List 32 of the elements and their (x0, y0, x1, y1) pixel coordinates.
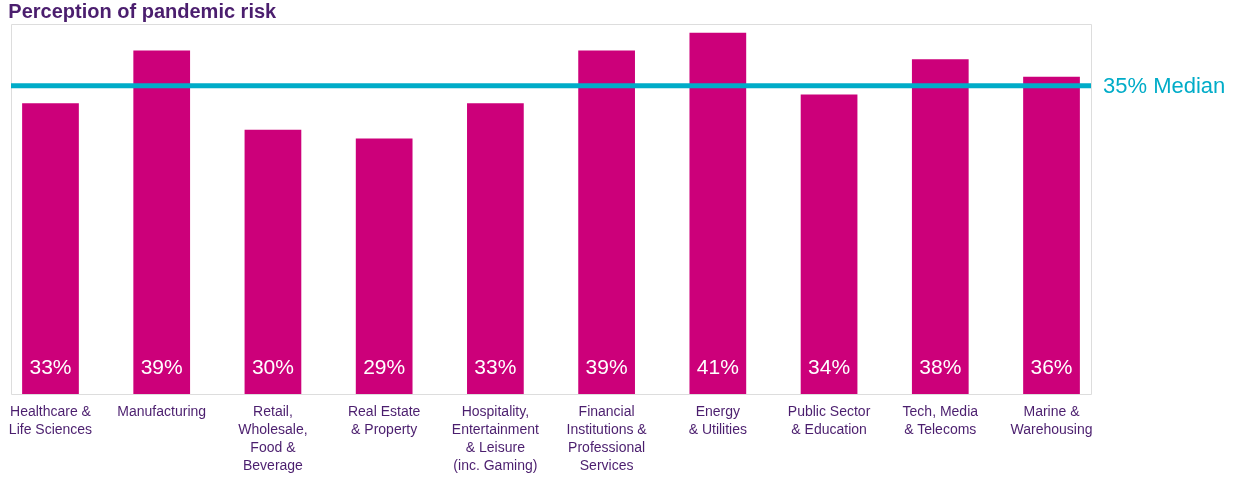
chart-title: Perception of pandemic risk (8, 0, 278, 22)
data-label: 33% (474, 355, 517, 378)
bar (689, 32, 747, 394)
bar (244, 129, 302, 394)
data-label: 29% (363, 355, 406, 378)
bar (467, 103, 524, 394)
data-label: 41% (696, 355, 739, 378)
bar (22, 103, 79, 394)
bar (911, 59, 969, 394)
ref-line-label: 35% Median (1103, 72, 1226, 98)
bar (133, 50, 191, 394)
x-tick-label: Real Estate & Property (347, 402, 421, 437)
x-tick-label: Healthcare & Life Sciences (8, 402, 93, 437)
x-tick-label: Financial Institutions & Professional Services (566, 402, 648, 473)
data-label: 39% (140, 355, 183, 378)
x-tick-label: Marine & Warehousing (1010, 402, 1093, 437)
data-label: 36% (1030, 355, 1073, 378)
data-label: 34% (808, 355, 851, 378)
data-label: 30% (251, 355, 294, 378)
data-label: 38% (919, 355, 962, 378)
data-label: 39% (585, 355, 628, 378)
bar (800, 94, 858, 394)
x-tick-label: Energy & Utilities (688, 402, 748, 437)
x-tick-label: Tech, Media & Telecoms (902, 402, 979, 437)
data-label: 33% (29, 355, 72, 378)
bar (1023, 76, 1080, 394)
bar (355, 138, 413, 394)
bar (578, 50, 635, 394)
x-tick-label: Public Sector & Education (787, 402, 871, 437)
x-tick-label: Retail, Wholesale, Food & Beverage (238, 402, 308, 473)
x-tick-label: Manufacturing (117, 402, 207, 419)
x-tick-label: Hospitality, Entertainment & Leisure (inc. Gaming) (451, 402, 540, 473)
